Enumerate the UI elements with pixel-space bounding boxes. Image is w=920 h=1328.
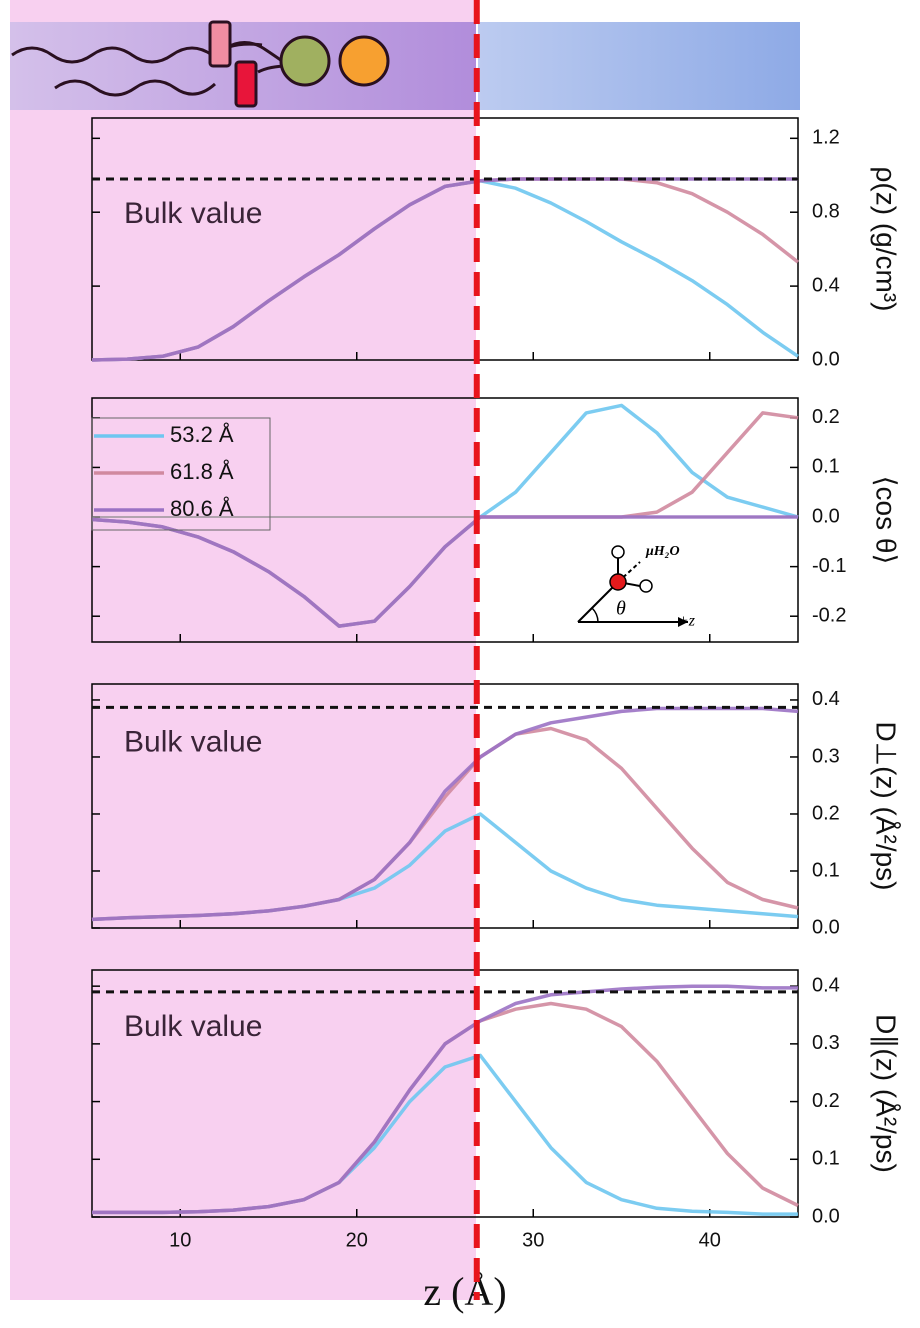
x-tick-label: 20 [346,1229,368,1251]
y-tick-label: 0.2 [812,406,840,428]
y-axis-label: D∥(z) (Å²/ps) [871,1014,902,1173]
y-axis-label: D⊥(z) (Å²/ps) [871,721,902,890]
inset-arrowhead [678,617,688,627]
y-axis-label: ρ(z) (g/cm³) [871,166,902,311]
lipid-cartoon [11,20,390,108]
inset-hydrogen [639,579,653,593]
inset-axis-label: +z [678,613,696,630]
y-tick-label: 0.0 [812,348,840,370]
y-tick-label: 0.0 [812,916,840,938]
y-tick-label: 0.3 [812,1032,840,1054]
plot-frame [91,683,799,929]
y-tick-label: 0.1 [812,456,840,478]
y-tick-label: 0.4 [812,974,840,996]
inset-angle-label: θ [616,598,626,620]
legend-label: 61.8 Å [170,459,234,484]
plot-frame [91,117,799,361]
series-line [91,515,798,628]
interface-region [10,0,476,1300]
y-tick-label: -0.2 [812,604,846,626]
legend-label: 53.2 Å [170,422,234,447]
molecule-inset: μH₂O θ +z [577,544,696,630]
y-tick-label: 0.1 [812,1148,840,1170]
plot-frame [91,969,799,1218]
inset-hydrogen [611,545,625,559]
y-tick-label: 0.8 [812,200,840,222]
y-tick-label: 0.0 [812,1205,840,1227]
annotation: Bulk value [124,197,262,230]
annotation: Bulk value [124,725,262,758]
y-tick-label: 0.2 [812,802,840,824]
y-tick-label: 0.3 [812,745,840,767]
y-tick-label: 1.2 [812,127,840,149]
y-axis-label: ⟨cos θ⟩ [871,476,902,565]
y-tick-label: 0.0 [812,505,840,527]
inset-ray [577,581,619,623]
y-tick-label: 0.1 [812,859,840,881]
annotation: Bulk value [124,1010,262,1043]
x-tick-label: 30 [522,1229,544,1251]
inset-oxygen [609,573,627,591]
y-tick-label: 0.4 [812,274,840,296]
x-tick-label: 40 [699,1229,721,1251]
y-tick-label: 0.2 [812,1090,840,1112]
legend-box [91,417,271,531]
x-tick-label: 10 [169,1229,191,1251]
y-tick-label: -0.1 [812,555,846,577]
inset-arc [591,607,599,623]
series-line [92,984,798,1215]
water-bar [478,22,800,110]
inset-dipole-label: μH₂O [645,544,680,559]
y-tick-label: 0.4 [812,688,840,710]
legend-label: 80.6 Å [170,496,234,521]
inset-dipole [617,561,641,583]
x-axis-label: z (Å) [423,1269,506,1314]
